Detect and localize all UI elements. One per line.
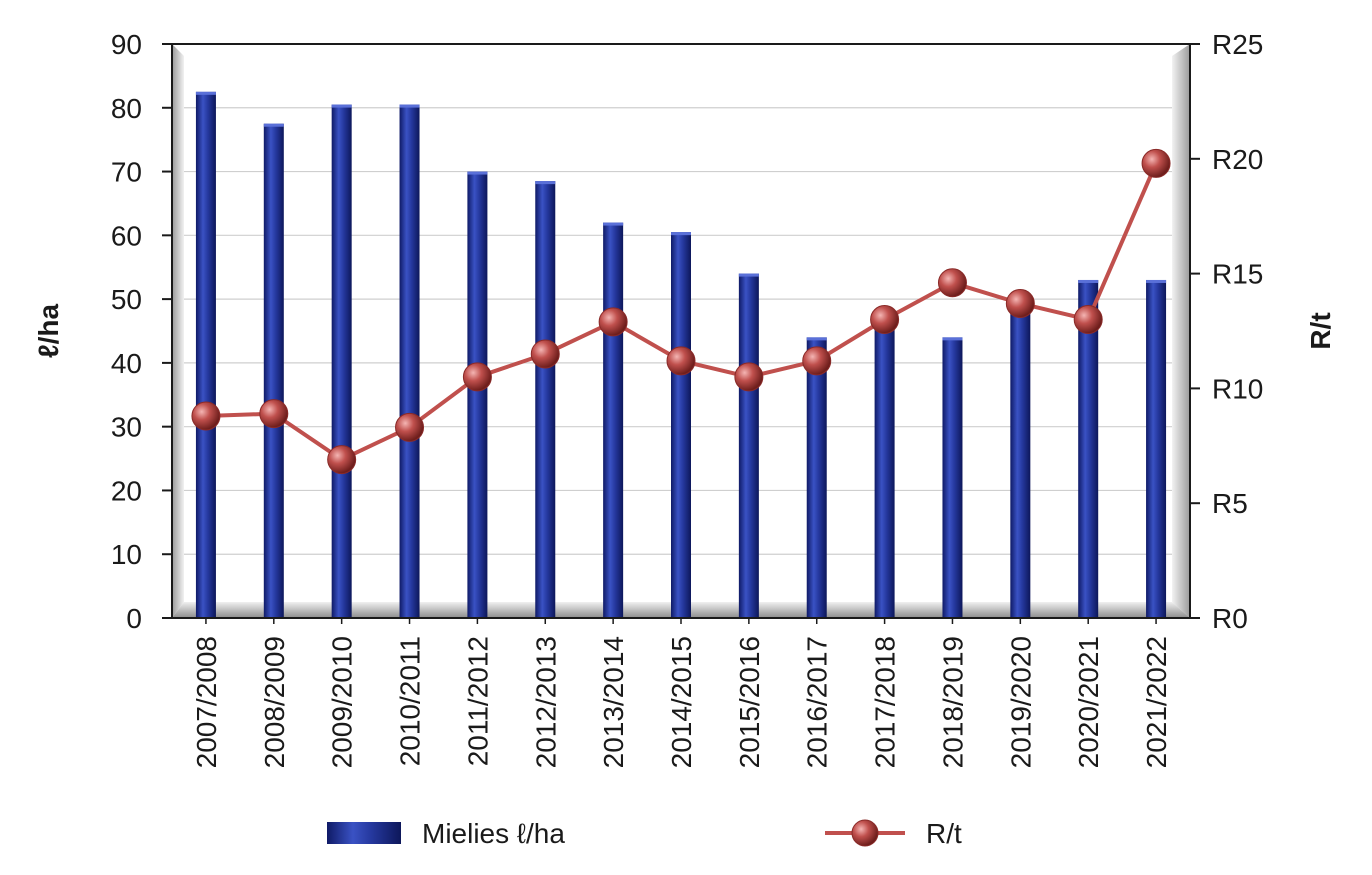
legend-swatch-marker [851,819,879,847]
bar-top [1146,279,1167,283]
x-tick-label: 2015/2016 [734,636,765,768]
y-axis-title: ℓ/ha [33,304,64,359]
x-tick-label: 2007/2008 [191,636,222,768]
bar-top [399,104,420,108]
bar-top [942,337,963,341]
line-point [395,412,425,442]
bar [535,181,556,618]
bar [738,273,759,618]
y-right-tick-label: R15 [1212,259,1263,290]
y-right-tick-label: R5 [1212,488,1248,519]
bar [399,104,420,619]
bar [263,123,284,618]
x-tick-label: 2016/2017 [802,636,833,768]
y-tick-label: 0 [126,603,142,634]
y-tick-label: 90 [111,29,142,60]
axes: 0 10 20 30 40 50 60 70 80 90 R0 R5 R10 R15 R20 R25 2007/… [33,29,1336,768]
bar-top [1078,279,1099,283]
x-tick-label: 2013/2014 [598,636,629,768]
x-tick-label: 2010/2011 [395,636,426,766]
y-right-tick-label: R0 [1212,603,1248,634]
legend-label-bar: Mielies ℓ/ha [422,818,565,849]
bar [1146,279,1167,618]
y-right-tick-label: R20 [1212,144,1263,175]
line-series [191,148,1171,475]
x-tick-label: 2019/2020 [1005,636,1036,768]
line-point [734,362,764,392]
bar [806,337,827,618]
bar-top [467,171,488,175]
bar [603,222,624,619]
bar [671,232,691,618]
x-tick-label: 2008/2009 [259,636,290,768]
legend: Mielies ℓ/ha R/t [327,818,962,849]
x-tick-label: 2017/2018 [870,636,901,768]
line-point [870,305,900,335]
bar-top [806,337,827,341]
bar [1078,279,1099,618]
bar-top [603,222,624,226]
y-tick-label: 70 [111,157,142,188]
y-tick-label: 20 [111,475,142,506]
line-point [802,346,832,376]
y-tick-label: 60 [111,220,142,251]
line-point [598,307,628,337]
right-wall [1172,44,1190,618]
legend-swatch-bar [327,822,401,844]
bar [331,104,352,619]
bar [1010,305,1031,618]
y-tick-label: 50 [111,284,142,315]
bar [874,324,895,618]
bar-top [263,123,284,127]
line-point [1141,148,1171,178]
bar-top [331,104,352,108]
line-point [1073,305,1103,335]
line-point [666,346,696,376]
x-tick-label: 2014/2015 [666,636,697,768]
x-tick-label: 2012/2013 [530,636,561,768]
y-tick-label: 40 [111,348,142,379]
x-tick-label: 2011/2012 [462,636,493,766]
bar [195,91,216,619]
x-tick-label: 2018/2019 [937,636,968,768]
line-point [327,445,357,475]
line-point [1005,288,1035,318]
x-tick-label: 2009/2010 [327,636,358,768]
x-tick-label: 2020/2021 [1073,636,1104,768]
y-tick-label: 30 [111,412,142,443]
line-point [937,268,967,298]
bar-top [535,181,556,185]
left-wall [172,44,184,618]
line-point [530,339,560,369]
y-right-tick-label: R10 [1212,373,1263,404]
y-tick-label: 80 [111,93,142,124]
y-tick-label: 10 [111,539,142,570]
line-point [259,399,289,429]
bar-top [738,273,759,277]
line-point [462,362,492,392]
y-right-axis-title: R/t [1305,312,1336,349]
bar-series [195,91,1167,619]
bar [467,171,488,619]
bar-top [195,91,216,95]
legend-label-line: R/t [926,818,962,849]
line-point [191,401,221,431]
x-tick-label: 2021/2022 [1141,636,1172,768]
bar [942,337,963,618]
bar-top [671,232,691,236]
y-right-tick-label: R25 [1212,29,1263,60]
